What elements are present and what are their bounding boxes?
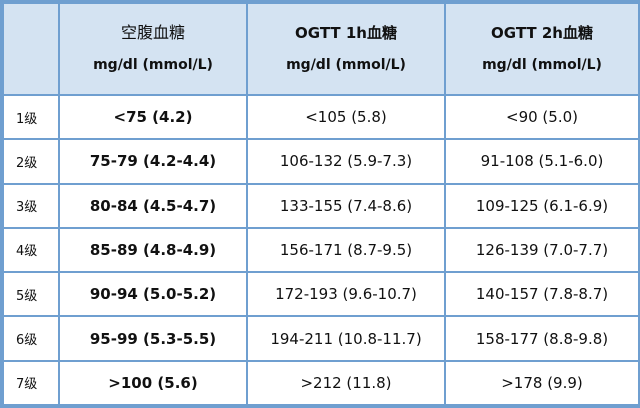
header-ogtt1h-unit: mg/dl (mmol/L) [286,57,406,73]
header-ogtt2h-title: OGTT 2h血糖 [491,24,593,42]
header-row: 空腹血糖 mg/dl (mmol/L) OGTT 1h血糖 mg/dl (mmo… [2,2,640,96]
grade-cell: 2级 [2,138,60,185]
table-row: 6级 95-99 (5.3-5.5) 194-211 (10.8-11.7) 1… [2,315,640,362]
grade-cell: 4级 [2,226,60,274]
ogtt1h-cell: 172-193 (9.6-10.7) [246,271,446,318]
grade-cell: 6级 [2,315,60,362]
fasting-cell: >100 (5.6) [58,359,248,407]
header-fasting-title: 空腹血糖 [120,23,185,42]
ogtt1h-cell: 194-211 (10.8-11.7) [246,315,446,362]
ogtt2h-cell: 126-139 (7.0-7.7) [444,226,640,274]
ogtt1h-cell: >212 (11.8) [246,359,446,407]
fasting-cell: 80-84 (4.5-4.7) [58,182,248,229]
ogtt2h-cell: <90 (5.0) [444,93,640,141]
ogtt2h-cell: 140-157 (7.8-8.7) [444,271,640,318]
table-row: 5级 90-94 (5.0-5.2) 172-193 (9.6-10.7) 14… [2,271,640,318]
grade-cell: 7级 [2,359,60,407]
grade-cell: 3级 [2,182,60,229]
header-ogtt2h-cell: OGTT 2h血糖 mg/dl (mmol/L) [444,2,640,96]
header-ogtt1h-title: OGTT 1h血糖 [295,24,397,42]
ogtt1h-cell: <105 (5.8) [246,93,446,141]
ogtt2h-cell: 158-177 (8.8-9.8) [444,315,640,362]
header-grade-cell [2,2,60,96]
ogtt1h-cell: 156-171 (8.7-9.5) [246,226,446,274]
header-ogtt2h-unit: mg/dl (mmol/L) [482,57,602,73]
table-row: 4级 85-89 (4.8-4.9) 156-171 (8.7-9.5) 126… [2,226,640,274]
ogtt2h-cell: 91-108 (5.1-6.0) [444,138,640,185]
ogtt1h-cell: 106-132 (5.9-7.3) [246,138,446,185]
ogtt2h-cell: >178 (9.9) [444,359,640,407]
header-ogtt1h-cell: OGTT 1h血糖 mg/dl (mmol/L) [246,2,446,96]
fasting-cell: <75 (4.2) [58,93,248,141]
header-fasting-cell: 空腹血糖 mg/dl (mmol/L) [58,2,248,96]
ogtt1h-cell: 133-155 (7.4-8.6) [246,182,446,229]
grade-cell: 1级 [2,93,60,141]
ogtt2h-cell: 109-125 (6.1-6.9) [444,182,640,229]
table-body: 1级 <75 (4.2) <105 (5.8) <90 (5.0) 2级 75-… [2,93,640,407]
fasting-cell: 85-89 (4.8-4.9) [58,226,248,274]
fasting-cell: 75-79 (4.2-4.4) [58,138,248,185]
table-row: 7级 >100 (5.6) >212 (11.8) >178 (9.9) [2,359,640,407]
fasting-cell: 90-94 (5.0-5.2) [58,271,248,318]
table-row: 2级 75-79 (4.2-4.4) 106-132 (5.9-7.3) 91-… [2,138,640,185]
fasting-cell: 95-99 (5.3-5.5) [58,315,248,362]
table-header: 空腹血糖 mg/dl (mmol/L) OGTT 1h血糖 mg/dl (mmo… [2,2,640,96]
grade-cell: 5级 [2,271,60,318]
header-fasting-unit: mg/dl (mmol/L) [93,57,213,73]
table-row: 3级 80-84 (4.5-4.7) 133-155 (7.4-8.6) 109… [2,182,640,229]
table-row: 1级 <75 (4.2) <105 (5.8) <90 (5.0) [2,93,640,141]
